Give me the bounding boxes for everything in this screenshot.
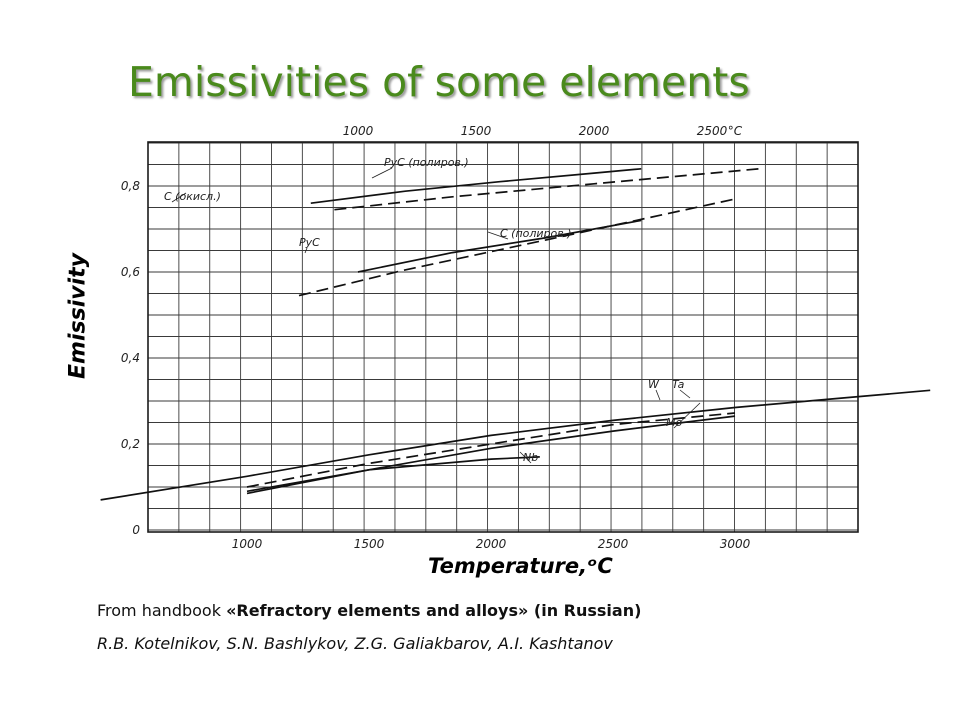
series-leader-line [171, 192, 187, 203]
y-tick-labels: 0 0,2 0,4 0,6 0,8 [121, 179, 140, 537]
x-axis-label: Temperature,ᵒC [428, 554, 613, 578]
series-line-c [298, 198, 736, 297]
series-label: PyC [299, 236, 320, 249]
series-label: Ta [672, 378, 685, 391]
x-bottom-tick-label: 1500 [354, 537, 385, 551]
x-bottom-tick-labels: 1000 1500 2000 2500 3000 [232, 537, 751, 551]
series-labels: PyC (полиров.) C (окисл.) PyC C (полиров.) W… [164, 156, 701, 464]
series-leader-line [487, 231, 509, 240]
x-top-tick-label: 1000 [343, 124, 374, 138]
series-line-ta [246, 412, 736, 488]
series-label: Mo [666, 416, 682, 429]
source-book-title: «Refractory elements and alloys» (in Rus… [226, 601, 642, 620]
source-authors: R.B. Kotelnikov, S.N. Bashlykov, Z.G. Ga… [97, 634, 613, 653]
chart-frame [147, 141, 859, 533]
x-bottom-tick-label: 1000 [232, 537, 263, 551]
x-top-tick-labels: 1000 1500 2000 2500 °C [343, 124, 743, 138]
series-line-mo [246, 415, 736, 495]
series-line-w [100, 389, 931, 501]
series-line-pyc [310, 167, 642, 205]
series-leader-line [673, 402, 701, 429]
series-label: Nb [523, 451, 538, 464]
y-axis-label: Emissivity [65, 253, 91, 379]
x-bottom-tick-label: 2000 [476, 537, 507, 551]
x-bottom-tick-label: 3000 [720, 537, 751, 551]
y-tick-label: 0,4 [121, 351, 140, 365]
series-label: W [648, 378, 660, 391]
x-top-tick-label: 2500 [697, 124, 728, 138]
series-line-pyc [357, 219, 642, 273]
series-leader-line [304, 247, 308, 254]
y-tick-label: 0,6 [121, 265, 140, 279]
source-prefix: From handbook [97, 601, 227, 620]
plot-border [147, 141, 859, 533]
series-label: PyC (полиров.) [384, 156, 469, 169]
series-label: C (полиров.) [500, 227, 572, 240]
chart-grid [147, 142, 859, 532]
y-tick-label: 0,8 [121, 179, 140, 193]
y-tick-label: 0 [132, 523, 140, 537]
series-line-c [334, 167, 760, 211]
slide-title: Emissivities of some elements [128, 58, 750, 106]
source-citation: From handbook «Refractory elements and a… [97, 601, 641, 620]
series-line-nb [246, 456, 540, 493]
y-tick-label: 0,2 [121, 437, 140, 451]
series-leader-line [679, 389, 691, 399]
x-bottom-tick-label: 2500 [598, 537, 629, 551]
x-top-tick-label: 1500 [461, 124, 492, 138]
series-label: C (окисл.) [164, 190, 221, 203]
x-top-unit-label: °C [728, 124, 743, 138]
series-leader-line [655, 389, 661, 401]
series-leader-line [371, 167, 393, 179]
x-top-tick-label: 2000 [579, 124, 610, 138]
chart-series [100, 167, 931, 501]
series-leader-line [519, 451, 532, 464]
